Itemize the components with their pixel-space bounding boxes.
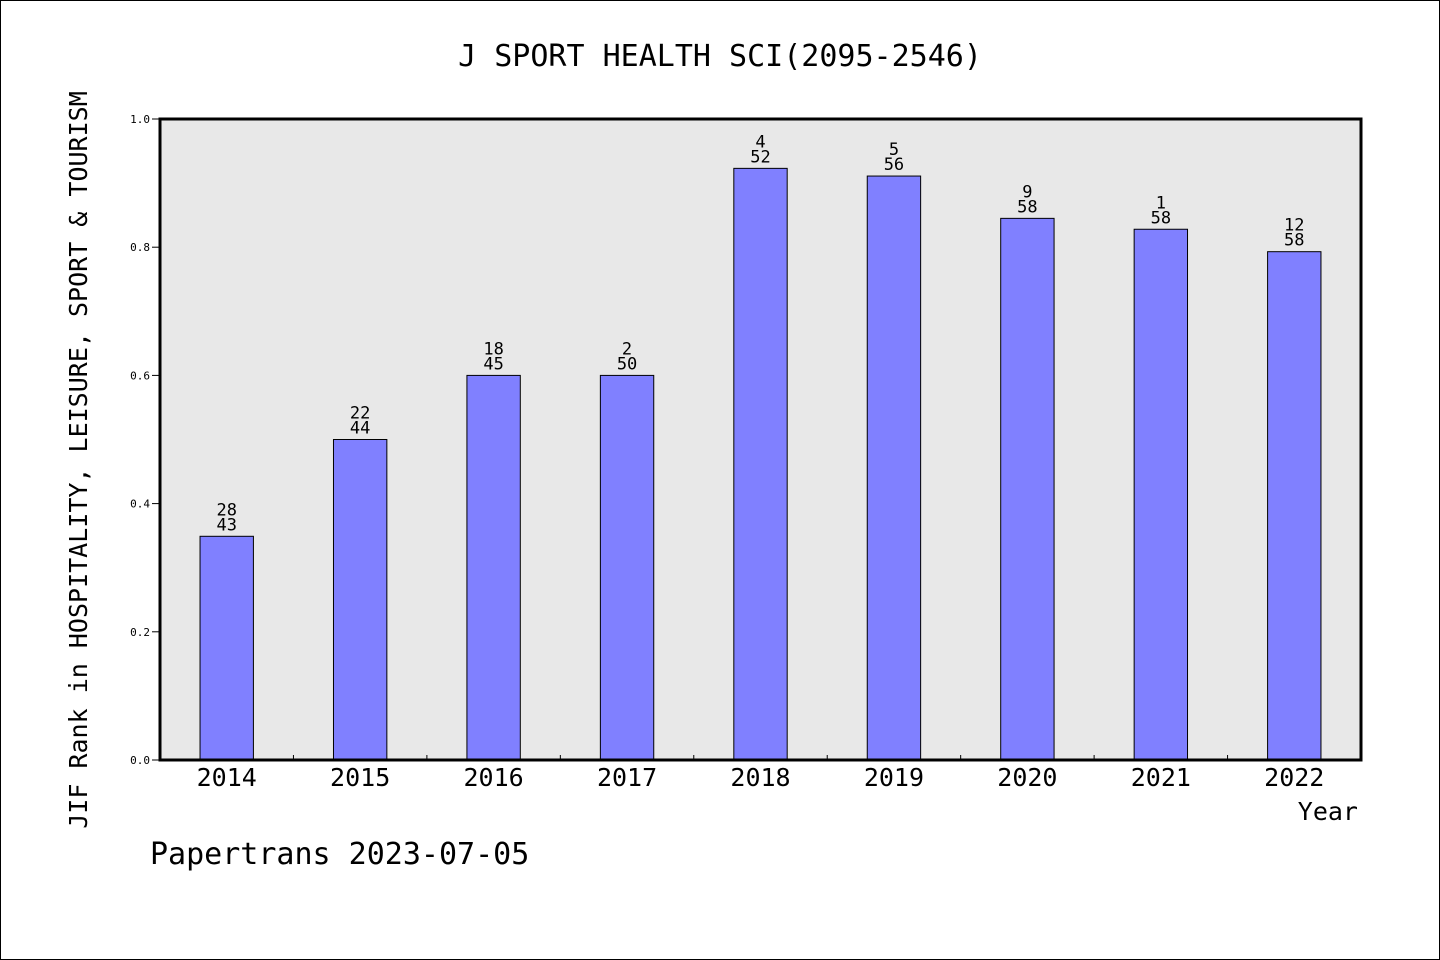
bar-total-label: 50 [617, 354, 637, 374]
x-tick-label: 2022 [1264, 763, 1324, 792]
bar-total-label: 44 [350, 419, 370, 439]
bar-2018 [733, 167, 788, 761]
chart-title: J SPORT HEALTH SCI(2095-2546) [458, 39, 982, 74]
x-tick-label: 2018 [730, 763, 790, 792]
bar-total-label: 43 [216, 515, 236, 535]
bar-rank-label: 4 [755, 132, 765, 152]
x-tick-label: 2019 [864, 763, 924, 792]
bar-2015 [332, 439, 388, 761]
bar-total-label: 52 [750, 147, 770, 167]
y-axis-ticks: 0.0 0.2 0.4 0.6 0.8 1.0 [130, 113, 160, 767]
y-axis-label: JIF Rank in HOSPITALITY, LEISURE, SPORT … [64, 91, 93, 829]
bar-2021 [1133, 228, 1189, 761]
bar-total-label: 56 [884, 155, 904, 175]
x-tick-label: 2015 [330, 763, 390, 792]
bars-group [199, 167, 1322, 761]
bar-2022 [1267, 251, 1322, 761]
bar-rank-label: 18 [483, 339, 503, 359]
x-tick-label: 2016 [464, 763, 524, 792]
y-tick-label: 0.2 [130, 626, 150, 639]
x-tick-label: 2021 [1131, 763, 1191, 792]
x-tick-label: 2020 [997, 763, 1057, 792]
x-axis-ticks: 2014 2015 2016 2017 2018 2019 2020 2021 2022 [197, 755, 1324, 792]
bar-rank-label: 12 [1284, 216, 1304, 236]
bar-total-label: 45 [483, 354, 503, 374]
bar-rank-label: 2 [622, 339, 632, 359]
bar-rank-label: 22 [350, 404, 370, 424]
bar-2020 [1000, 217, 1055, 761]
footer-source: Papertrans 2023-07-05 [150, 837, 529, 872]
bar-total-label: 58 [1017, 197, 1037, 217]
bar-2014 [199, 535, 254, 761]
bar-rank-label: 28 [216, 500, 236, 520]
bar-rank-label: 5 [889, 140, 899, 160]
x-axis-label: Year [1298, 797, 1358, 826]
plot-border [158, 117, 1363, 762]
y-tick-label: 0.0 [130, 754, 150, 767]
x-tick-label: 2014 [197, 763, 257, 792]
y-tick-label: 0.8 [130, 241, 150, 254]
bar-2019 [866, 175, 922, 761]
bar-total-label: 58 [1284, 231, 1304, 251]
bar-2017 [599, 374, 655, 761]
bar-2016 [466, 374, 521, 761]
y-tick-label: 0.6 [130, 369, 150, 382]
y-tick-label: 1.0 [130, 113, 150, 126]
y-tick-label: 0.4 [130, 498, 150, 511]
x-tick-label: 2017 [597, 763, 657, 792]
bar-rank-label: 1 [1156, 193, 1166, 213]
bar-rank-label: 9 [1022, 182, 1032, 202]
bar-total-label: 58 [1151, 208, 1171, 228]
